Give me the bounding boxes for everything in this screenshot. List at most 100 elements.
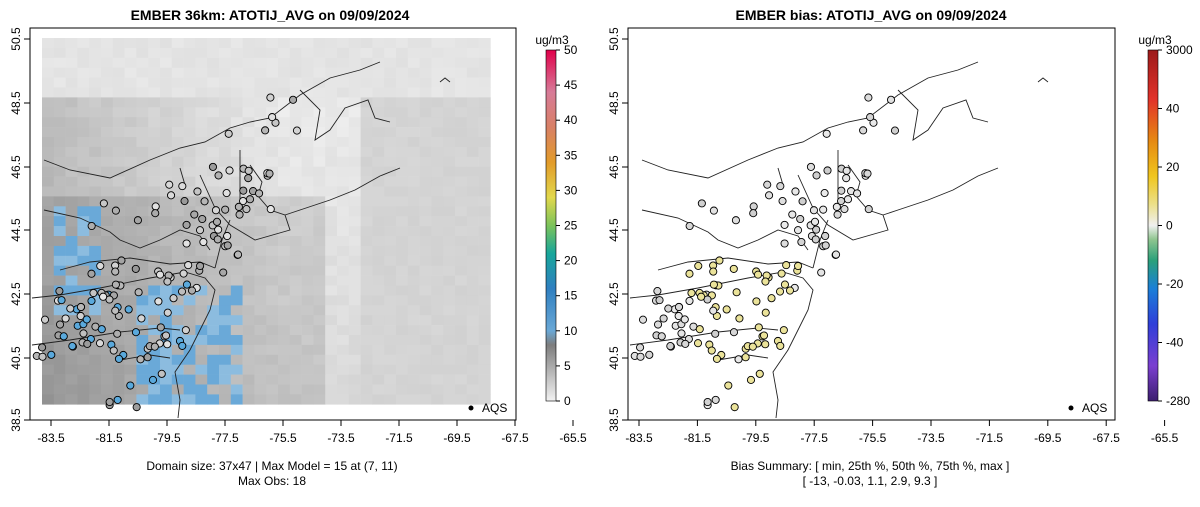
model-grid-cell [431,87,444,98]
model-grid-cell [195,156,208,167]
aqs-bias-marker [820,189,829,198]
aqs-site-marker [288,95,298,104]
model-grid-cell [431,265,444,276]
model-grid-cell [101,335,114,346]
model-grid-cell [101,47,114,59]
model-grid-cell [219,107,232,118]
model-grid-cell [195,47,208,59]
model-grid-cell [219,374,232,385]
model-grid-cell [372,47,385,59]
model-grid-cell [348,47,361,59]
model-grid-cell [242,77,255,88]
aqs-bias-marker [837,197,846,206]
model-grid-cell [348,77,361,88]
aqs-bias-marker [697,199,706,208]
model-grid-cell [419,295,432,306]
right-y-tick-label: 40.5 [607,346,621,370]
model-grid-cell [289,87,302,98]
model-grid-cell [407,295,420,306]
model-grid-cell [124,67,137,78]
model-grid-cell [242,47,255,59]
model-grid-cell [289,275,302,286]
model-grid-cell [443,117,456,128]
model-grid-cell [42,344,55,356]
model-grid-cell [289,186,302,197]
model-grid-cell [419,137,432,148]
model-grid-cell [301,97,314,108]
model-grid-cell [207,384,220,395]
model-grid-cell [443,87,456,98]
model-grid-cell [266,216,279,227]
model-grid-cell [466,295,479,306]
left-x-tick-label: -77.5 [211,431,239,445]
model-grid-cell [242,285,255,296]
model-grid-cell [171,245,184,257]
model-grid-cell [183,57,196,68]
aqs-bias-marker [822,129,831,138]
model-grid-cell [42,97,55,108]
model-grid-cell [478,384,491,395]
aqs-bias-marker [659,314,668,323]
model-grid-cell [419,354,432,365]
model-grid-cell [396,97,409,108]
model-grid-cell [101,226,114,237]
model-grid-cell [136,127,149,138]
model-grid-cell [148,166,161,177]
model-grid-cell [348,97,361,108]
aqs-bias-marker [833,210,842,219]
aqs-site-marker [182,220,191,229]
model-grid-cell [230,295,243,306]
model-grid-cell [478,38,491,49]
model-grid-cell [207,38,220,49]
model-grid-cell [230,176,243,187]
model-grid-cell [254,77,267,88]
model-grid-cell [478,137,491,148]
model-grid-cell [289,146,302,158]
model-grid-cell [384,265,397,276]
model-grid-cell [301,176,314,187]
aqs-bias-marker [811,235,820,244]
boundary-line [199,164,291,241]
boundary-line [629,271,814,419]
model-grid-cell [278,206,291,217]
model-grid-cell [466,364,479,375]
model-grid-cell [160,127,173,138]
aqs-site-marker [234,202,243,211]
model-grid-cell [266,87,279,98]
model-grid-cell [372,275,385,286]
model-grid-cell [478,117,491,128]
model-grid-cell [466,344,479,356]
model-grid-cell [325,285,338,296]
aqs-site-marker [195,226,205,235]
model-grid-cell [443,156,456,167]
model-grid-cell [372,77,385,88]
model-grid-cell [372,156,385,167]
model-grid-cell [65,245,78,257]
model-grid-cell [53,255,66,266]
aqs-site-marker [213,235,222,244]
model-grid-cell [431,117,444,128]
model-grid-cell [101,255,114,266]
model-grid-cell [455,127,468,138]
model-grid-cell [242,137,255,148]
model-grid-cell [230,335,243,346]
model-grid-cell [77,245,90,257]
model-grid-cell [372,265,385,276]
left-colorbar-tick-label: 25 [564,219,578,233]
model-grid-cell [443,57,456,68]
model-grid-cell [42,87,55,98]
model-grid-cell [313,364,326,375]
model-grid-cell [101,176,114,187]
model-grid-cell [278,166,291,177]
model-grid-cell [101,186,114,197]
model-grid-cell [289,77,302,88]
model-grid-cell [419,305,432,316]
model-grid-cell [230,354,243,365]
model-grid-cell [124,38,137,49]
aqs-site-marker [224,129,233,138]
model-grid-cell [266,137,279,148]
model-grid-cell [219,137,232,148]
aqs-bias-marker [754,270,763,279]
model-grid-cell [431,226,444,237]
model-grid-cell [171,196,184,207]
